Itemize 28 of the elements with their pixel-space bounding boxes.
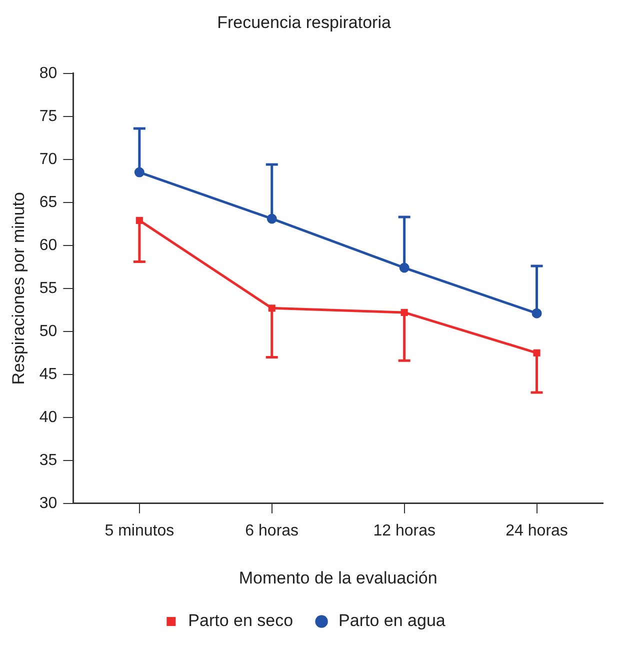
point [532,308,542,318]
y-tick-label: 80 [39,64,58,82]
point [134,167,144,178]
point [136,216,143,224]
point [533,349,540,356]
point [266,214,277,224]
y-tick-label: 40 [39,408,58,426]
y-tick-label: 45 [39,366,58,383]
legend-label: Parto en agua [338,611,446,630]
y-tick-label: 75 [39,108,58,125]
x-axis-title: Momento de la evaluación [238,568,438,588]
y-axis-title: Respiraciones por minuto [8,192,28,385]
x-tick-label: 6 horas [245,522,299,540]
x-tick-label: 5 minutos [104,522,174,540]
y-tick-label: 35 [39,452,58,469]
y-tick-label: 60 [39,236,58,254]
point [400,308,408,316]
chart-title: Frecuencia respiratoria [217,12,392,32]
y-tick-label: 65 [39,194,58,211]
y-tick-label: 55 [39,280,58,297]
y-tick-label: 30 [39,494,58,512]
point [399,262,410,273]
legend-label: Parto en seco [188,611,294,630]
x-tick-label: 24 horas [506,522,568,540]
point [268,304,276,312]
x-tick-label: 12 horas [373,522,436,540]
y-tick-label: 50 [39,322,58,340]
y-tick-label: 70 [39,150,58,168]
